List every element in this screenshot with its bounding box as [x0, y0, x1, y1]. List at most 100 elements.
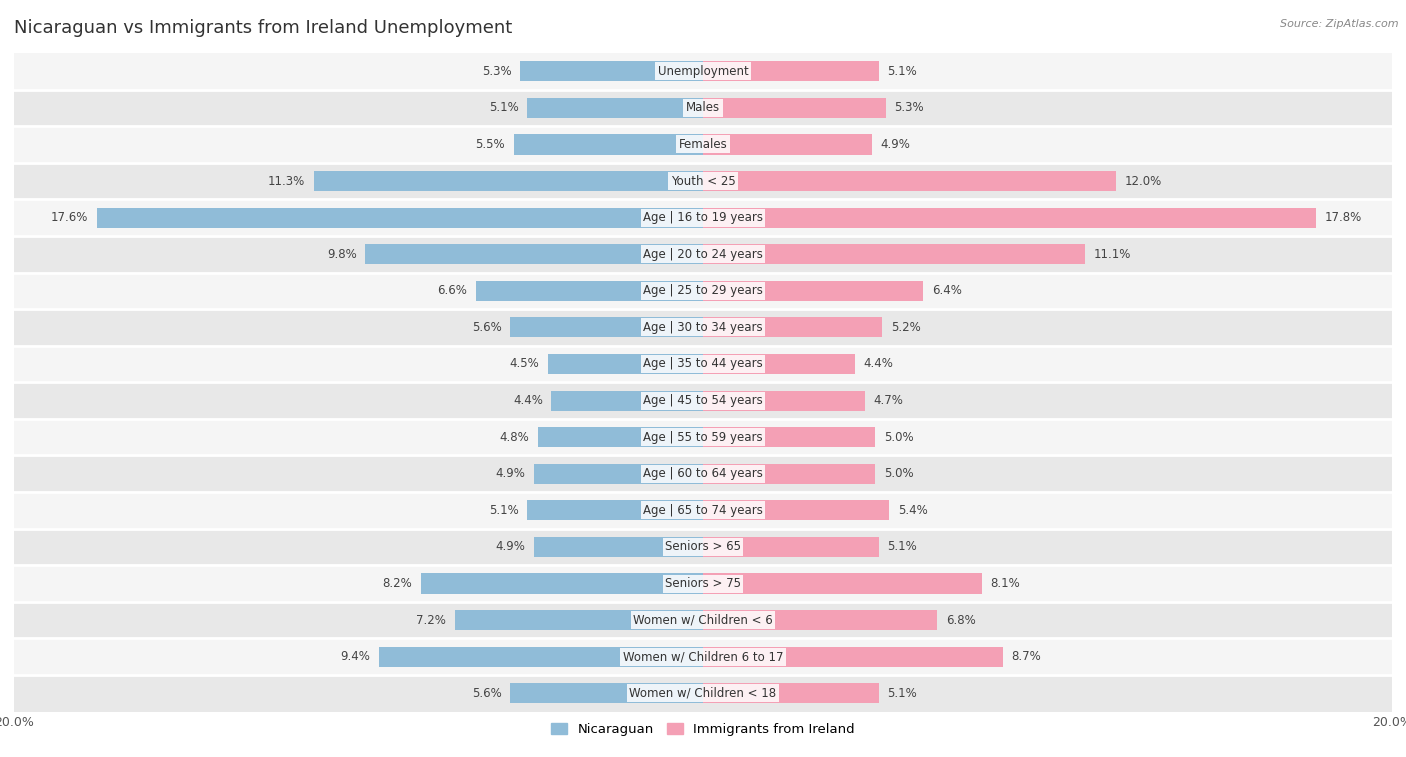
Bar — [14, 492, 1392, 528]
Text: Males: Males — [686, 101, 720, 114]
Bar — [14, 602, 1392, 638]
Bar — [551, 391, 703, 410]
Bar — [314, 171, 703, 191]
Bar — [703, 646, 1002, 667]
Text: 8.1%: 8.1% — [991, 577, 1021, 590]
Text: 5.2%: 5.2% — [891, 321, 921, 334]
Text: 11.1%: 11.1% — [1094, 248, 1132, 260]
Bar — [14, 199, 1392, 236]
Text: Youth < 25: Youth < 25 — [671, 175, 735, 188]
Bar — [14, 382, 1392, 419]
Bar — [703, 98, 886, 118]
Bar — [548, 354, 703, 374]
Bar — [703, 500, 889, 520]
Bar — [703, 354, 855, 374]
Text: Age | 16 to 19 years: Age | 16 to 19 years — [643, 211, 763, 224]
Bar — [366, 245, 703, 264]
Text: 9.4%: 9.4% — [340, 650, 371, 663]
Bar — [380, 646, 703, 667]
Text: Unemployment: Unemployment — [658, 65, 748, 78]
Bar — [14, 419, 1392, 456]
Bar — [703, 464, 875, 484]
Bar — [14, 89, 1392, 126]
Text: 4.9%: 4.9% — [496, 540, 526, 553]
Text: 6.4%: 6.4% — [932, 285, 962, 298]
Text: 5.0%: 5.0% — [884, 467, 914, 480]
Text: Age | 55 to 59 years: Age | 55 to 59 years — [643, 431, 763, 444]
Bar — [14, 53, 1392, 89]
Bar — [14, 565, 1392, 602]
Text: 5.1%: 5.1% — [887, 687, 917, 699]
Text: 5.1%: 5.1% — [887, 65, 917, 78]
Bar — [14, 236, 1392, 273]
Text: 4.5%: 4.5% — [509, 357, 540, 370]
Bar — [14, 346, 1392, 382]
Bar — [703, 61, 879, 81]
Text: Age | 65 to 74 years: Age | 65 to 74 years — [643, 504, 763, 517]
Text: 5.3%: 5.3% — [894, 101, 924, 114]
Bar — [14, 638, 1392, 675]
Bar — [456, 610, 703, 630]
Text: Age | 35 to 44 years: Age | 35 to 44 years — [643, 357, 763, 370]
Text: 4.8%: 4.8% — [499, 431, 529, 444]
Text: Age | 30 to 34 years: Age | 30 to 34 years — [643, 321, 763, 334]
Bar — [97, 207, 703, 228]
Bar — [14, 126, 1392, 163]
Text: Age | 60 to 64 years: Age | 60 to 64 years — [643, 467, 763, 480]
Text: 8.7%: 8.7% — [1011, 650, 1040, 663]
Text: 5.1%: 5.1% — [489, 504, 519, 517]
Text: 6.8%: 6.8% — [946, 614, 976, 627]
Bar — [513, 135, 703, 154]
Bar — [703, 610, 938, 630]
Bar — [14, 456, 1392, 492]
Bar — [14, 273, 1392, 309]
Text: 17.6%: 17.6% — [51, 211, 89, 224]
Bar — [703, 207, 1316, 228]
Text: 12.0%: 12.0% — [1125, 175, 1163, 188]
Text: 5.1%: 5.1% — [887, 540, 917, 553]
Text: Women w/ Children < 6: Women w/ Children < 6 — [633, 614, 773, 627]
Bar — [14, 309, 1392, 346]
Bar — [537, 427, 703, 447]
Text: 5.6%: 5.6% — [472, 321, 502, 334]
Text: 5.4%: 5.4% — [897, 504, 928, 517]
Bar — [14, 528, 1392, 565]
Text: Source: ZipAtlas.com: Source: ZipAtlas.com — [1281, 19, 1399, 29]
Text: 9.8%: 9.8% — [328, 248, 357, 260]
Text: 4.7%: 4.7% — [873, 394, 904, 407]
Bar — [14, 163, 1392, 199]
Bar — [420, 574, 703, 593]
Bar — [510, 684, 703, 703]
Bar — [527, 500, 703, 520]
Text: 5.5%: 5.5% — [475, 138, 505, 151]
Bar — [703, 684, 879, 703]
Bar — [534, 537, 703, 557]
Bar — [703, 427, 875, 447]
Text: Seniors > 65: Seniors > 65 — [665, 540, 741, 553]
Bar — [527, 98, 703, 118]
Bar — [703, 245, 1085, 264]
Legend: Nicaraguan, Immigrants from Ireland: Nicaraguan, Immigrants from Ireland — [546, 717, 860, 741]
Text: 4.9%: 4.9% — [880, 138, 910, 151]
Text: 4.9%: 4.9% — [496, 467, 526, 480]
Bar — [14, 675, 1392, 712]
Text: 8.2%: 8.2% — [382, 577, 412, 590]
Text: 6.6%: 6.6% — [437, 285, 467, 298]
Text: Seniors > 75: Seniors > 75 — [665, 577, 741, 590]
Text: Age | 20 to 24 years: Age | 20 to 24 years — [643, 248, 763, 260]
Bar — [703, 171, 1116, 191]
Text: Women w/ Children < 18: Women w/ Children < 18 — [630, 687, 776, 699]
Text: 7.2%: 7.2% — [416, 614, 446, 627]
Text: Nicaraguan vs Immigrants from Ireland Unemployment: Nicaraguan vs Immigrants from Ireland Un… — [14, 19, 512, 37]
Bar — [534, 464, 703, 484]
Text: 4.4%: 4.4% — [863, 357, 893, 370]
Bar — [703, 135, 872, 154]
Bar — [703, 537, 879, 557]
Text: Age | 25 to 29 years: Age | 25 to 29 years — [643, 285, 763, 298]
Text: Women w/ Children 6 to 17: Women w/ Children 6 to 17 — [623, 650, 783, 663]
Bar — [703, 574, 981, 593]
Text: 4.4%: 4.4% — [513, 394, 543, 407]
Bar — [475, 281, 703, 301]
Text: 5.3%: 5.3% — [482, 65, 512, 78]
Text: 5.6%: 5.6% — [472, 687, 502, 699]
